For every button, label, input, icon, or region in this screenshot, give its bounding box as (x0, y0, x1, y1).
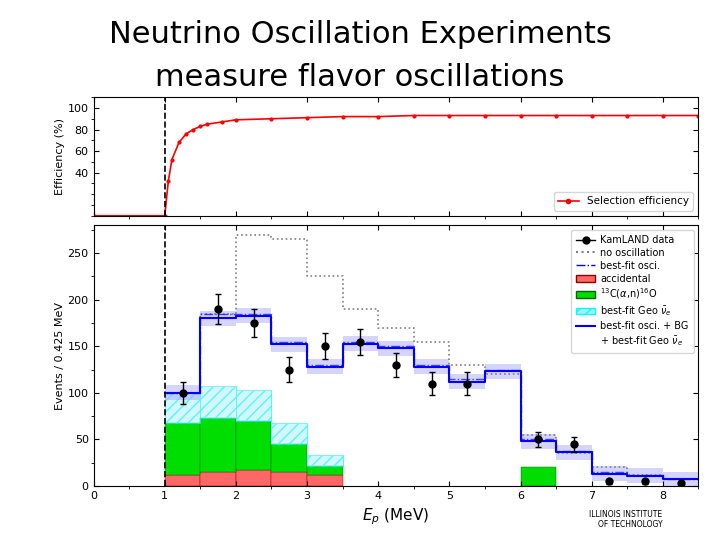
Legend: Selection efficiency: Selection efficiency (554, 192, 693, 211)
X-axis label: $E_p$ (MeV): $E_p$ (MeV) (362, 507, 430, 527)
Text: ILLINOIS INSTITUTE
OF TECHNOLOGY: ILLINOIS INSTITUTE OF TECHNOLOGY (589, 510, 662, 529)
Legend: KamLAND data, no oscillation, best-fit osci., accidental, $^{13}$C($\alpha$,n)$^: KamLAND data, no oscillation, best-fit o… (571, 230, 693, 353)
Y-axis label: Efficiency (%): Efficiency (%) (55, 118, 65, 195)
Text: measure flavor oscillations: measure flavor oscillations (156, 63, 564, 92)
Text: Neutrino Oscillation Experiments: Neutrino Oscillation Experiments (109, 19, 611, 49)
Y-axis label: Events / 0.425 MeV: Events / 0.425 MeV (55, 302, 65, 410)
